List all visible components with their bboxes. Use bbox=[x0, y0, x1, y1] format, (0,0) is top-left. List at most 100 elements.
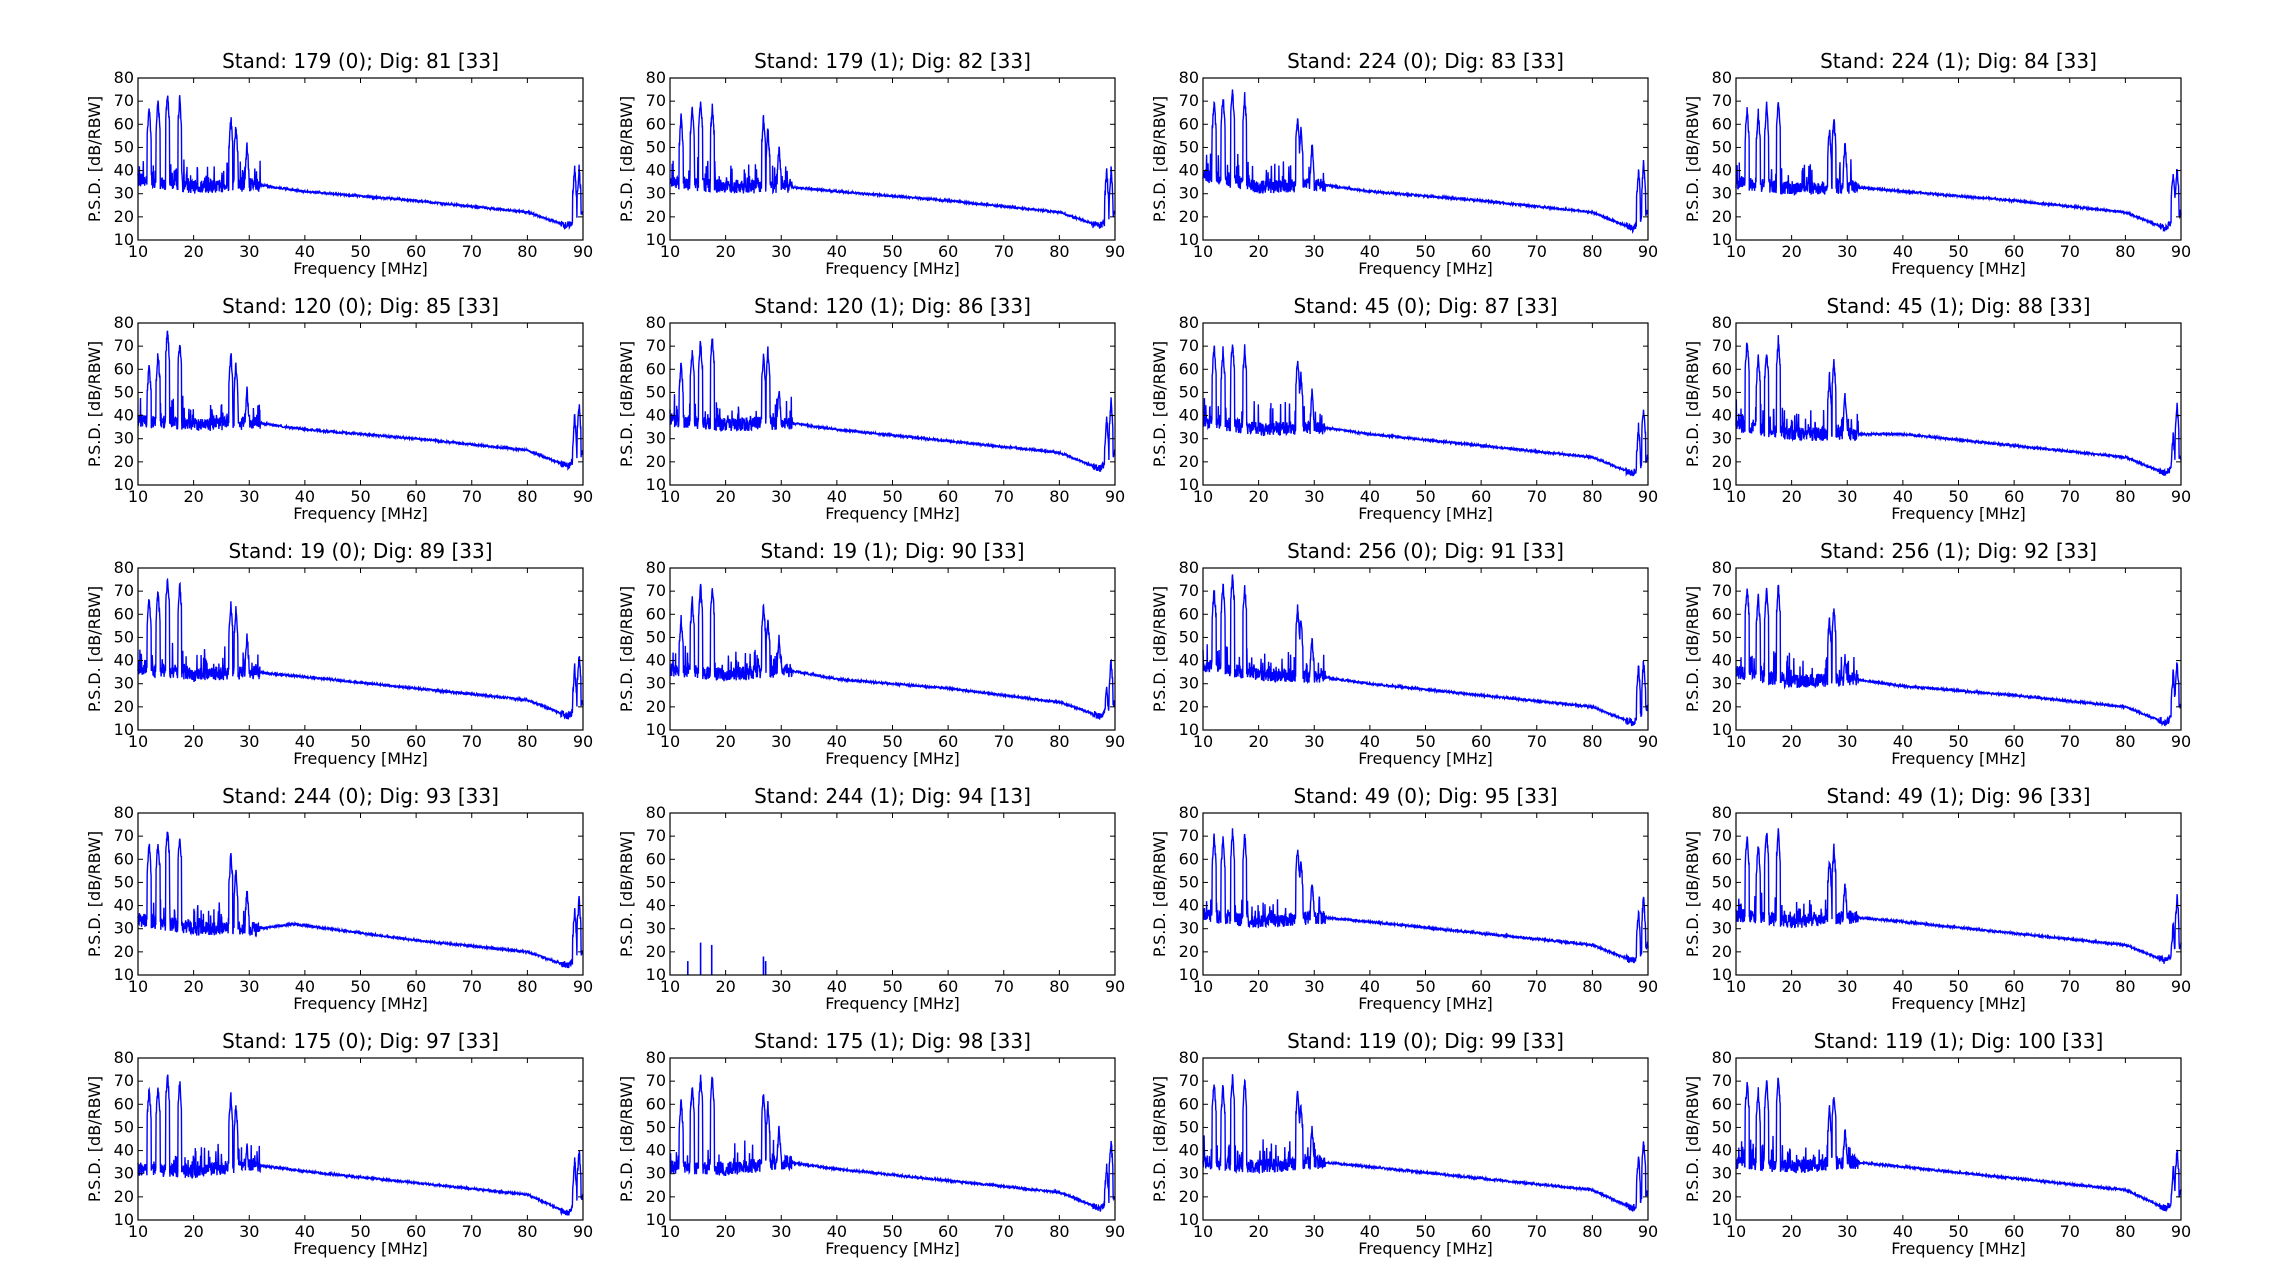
x-tick-label: 90 bbox=[573, 977, 593, 996]
x-tick-label: 10 bbox=[128, 487, 148, 506]
x-tick-label: 40 bbox=[827, 1222, 847, 1241]
x-tick-label: 50 bbox=[1415, 1222, 1435, 1241]
x-tick-label: 30 bbox=[239, 1222, 259, 1241]
x-axis-label: Frequency [MHz] bbox=[1358, 259, 1492, 278]
psd-series-line bbox=[137, 330, 584, 471]
x-tick-label: 80 bbox=[1049, 732, 1069, 751]
x-tick-label: 70 bbox=[994, 732, 1014, 751]
x-tick-label: 60 bbox=[2004, 1222, 2024, 1241]
y-tick-label: 50 bbox=[1712, 1117, 1732, 1136]
x-tick-label: 70 bbox=[1527, 1222, 1547, 1241]
y-tick-label: 10 bbox=[1179, 720, 1199, 739]
x-tick-label: 20 bbox=[1781, 242, 1801, 261]
y-tick-label: 20 bbox=[646, 452, 666, 471]
y-axis-label: P.S.D. [dB/RBW] bbox=[617, 586, 636, 712]
axes-frame bbox=[1735, 1057, 2182, 1221]
x-tick-label: 30 bbox=[1304, 242, 1324, 261]
y-tick-label: 50 bbox=[114, 1117, 134, 1136]
y-tick-label: 40 bbox=[114, 406, 134, 425]
y-tick-label: 80 bbox=[646, 1048, 666, 1067]
y-tick-label: 80 bbox=[1712, 313, 1732, 332]
y-axis-label: P.S.D. [dB/RBW] bbox=[1150, 96, 1169, 222]
y-axis-label: P.S.D. [dB/RBW] bbox=[1683, 831, 1702, 957]
y-tick-label: 80 bbox=[1179, 68, 1199, 87]
subplot-title: Stand: 120 (0); Dig: 85 [33] bbox=[222, 294, 499, 318]
x-tick-label: 90 bbox=[1638, 487, 1658, 506]
y-tick-label: 70 bbox=[646, 91, 666, 110]
y-tick-label: 70 bbox=[114, 336, 134, 355]
x-tick-label: 40 bbox=[1360, 242, 1380, 261]
x-tick-label: 60 bbox=[406, 1222, 426, 1241]
axes-frame bbox=[669, 322, 1116, 486]
x-tick-label: 80 bbox=[1582, 487, 1602, 506]
x-tick-label: 50 bbox=[350, 487, 370, 506]
y-tick-label: 60 bbox=[1179, 359, 1199, 378]
y-tick-label: 20 bbox=[646, 942, 666, 961]
x-tick-label: 70 bbox=[1527, 487, 1547, 506]
x-tick-label: 90 bbox=[1638, 242, 1658, 261]
x-axis-label: Frequency [MHz] bbox=[825, 259, 959, 278]
y-axis-label: P.S.D. [dB/RBW] bbox=[617, 96, 636, 222]
x-axis-label: Frequency [MHz] bbox=[1891, 1239, 2025, 1258]
x-tick-label: 10 bbox=[1726, 977, 1746, 996]
x-tick-label: 10 bbox=[1726, 487, 1746, 506]
x-tick-label: 60 bbox=[1471, 977, 1491, 996]
x-tick-label: 70 bbox=[2060, 487, 2080, 506]
x-tick-label: 20 bbox=[1248, 977, 1268, 996]
x-tick-label: 40 bbox=[1893, 732, 1913, 751]
x-tick-label: 50 bbox=[1948, 732, 1968, 751]
y-tick-label: 80 bbox=[1179, 313, 1199, 332]
axes-frame bbox=[1202, 77, 1649, 241]
y-tick-label: 40 bbox=[114, 896, 134, 915]
x-tick-label: 30 bbox=[1304, 732, 1324, 751]
x-axis-label: Frequency [MHz] bbox=[1891, 749, 2025, 768]
axes-frame bbox=[137, 1057, 584, 1221]
x-tick-label: 20 bbox=[715, 242, 735, 261]
x-tick-label: 60 bbox=[406, 487, 426, 506]
y-tick-label: 20 bbox=[1179, 942, 1199, 961]
y-tick-label: 20 bbox=[1712, 1187, 1732, 1206]
x-tick-label: 60 bbox=[938, 487, 958, 506]
x-tick-label: 40 bbox=[295, 242, 315, 261]
x-tick-label: 10 bbox=[660, 732, 680, 751]
x-tick-label: 90 bbox=[2171, 732, 2191, 751]
x-tick-label: 40 bbox=[827, 487, 847, 506]
x-tick-label: 50 bbox=[882, 1222, 902, 1241]
x-axis-label: Frequency [MHz] bbox=[1358, 994, 1492, 1013]
psd-series-line bbox=[1202, 574, 1649, 727]
x-tick-label: 70 bbox=[2060, 977, 2080, 996]
x-tick-label: 40 bbox=[1893, 1222, 1913, 1241]
y-tick-label: 20 bbox=[114, 697, 134, 716]
subplot-title: Stand: 244 (1); Dig: 94 [13] bbox=[754, 784, 1031, 808]
x-tick-label: 90 bbox=[1105, 977, 1125, 996]
x-axis-label: Frequency [MHz] bbox=[825, 749, 959, 768]
y-tick-label: 60 bbox=[114, 114, 134, 133]
x-tick-label: 80 bbox=[517, 242, 537, 261]
x-tick-label: 40 bbox=[1893, 487, 1913, 506]
subplot-title: Stand: 49 (1); Dig: 96 [33] bbox=[1826, 784, 2090, 808]
x-tick-label: 90 bbox=[2171, 242, 2191, 261]
y-tick-label: 30 bbox=[114, 184, 134, 203]
x-axis-label: Frequency [MHz] bbox=[293, 259, 427, 278]
subplot-1: Stand: 179 (0); Dig: 81 [33] 10 20 30 40 50 60… bbox=[85, 49, 593, 278]
psd-series-line bbox=[1202, 1074, 1649, 1212]
x-axis-label: Frequency [MHz] bbox=[1358, 749, 1492, 768]
psd-series-line bbox=[137, 1074, 584, 1217]
x-tick-label: 20 bbox=[183, 242, 203, 261]
x-axis-label: Frequency [MHz] bbox=[1358, 504, 1492, 523]
y-tick-label: 70 bbox=[1179, 1071, 1199, 1090]
y-tick-label: 20 bbox=[114, 1187, 134, 1206]
x-tick-label: 60 bbox=[406, 242, 426, 261]
y-tick-label: 30 bbox=[1712, 674, 1732, 693]
y-tick-label: 60 bbox=[1179, 849, 1199, 868]
x-tick-label: 70 bbox=[462, 977, 482, 996]
x-tick-label: 10 bbox=[660, 487, 680, 506]
subplot-title: Stand: 19 (1); Dig: 90 [33] bbox=[760, 539, 1024, 563]
y-tick-label: 10 bbox=[1712, 230, 1732, 249]
y-tick-label: 60 bbox=[1712, 1094, 1732, 1113]
x-tick-label: 70 bbox=[462, 242, 482, 261]
y-tick-label: 20 bbox=[114, 452, 134, 471]
y-tick-label: 30 bbox=[1179, 429, 1199, 448]
y-tick-label: 40 bbox=[1179, 651, 1199, 670]
x-tick-label: 40 bbox=[295, 1222, 315, 1241]
